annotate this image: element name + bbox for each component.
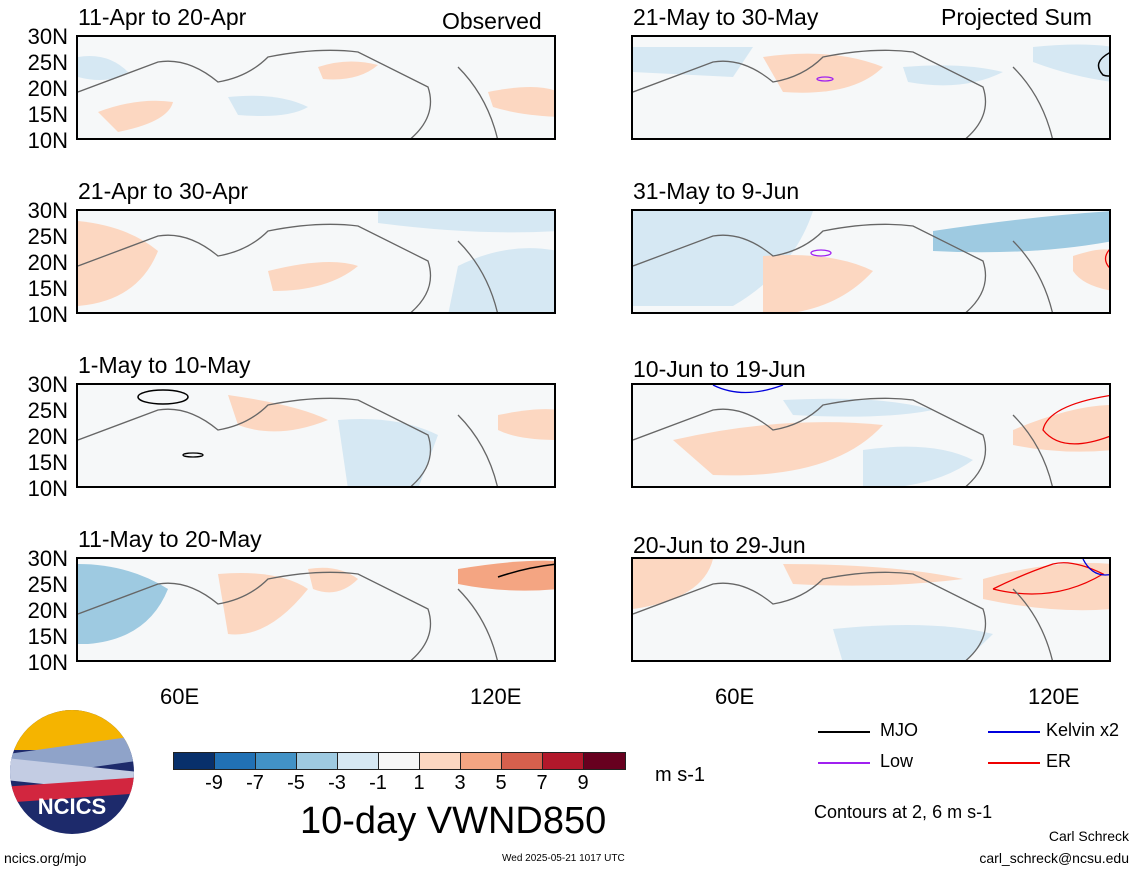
lat-tick: 30N [27,198,68,223]
projected-sum-tag: Projected Sum [941,4,1092,30]
map-panel-4 [76,557,556,662]
footer-url: ncics.org/mjo [4,850,87,866]
map-panel-2 [76,209,556,314]
colorbar-tick: 7 [536,772,548,794]
legend-low-line [818,762,870,764]
colorbar-tick: -5 [287,772,305,794]
colorbar-tick: 9 [577,772,589,794]
panel-title-2: 21-Apr to 30-Apr [78,178,249,204]
colorbar-swatch [214,752,256,770]
colorbar-tick: 3 [454,772,466,794]
map-panel-6 [631,209,1111,314]
colorbar-swatch [378,752,420,770]
legend-kelvin-label: Kelvin x2 [1046,720,1120,740]
colorbar-tick: -1 [369,772,387,794]
colorbar-tick: 5 [495,772,507,794]
map-panel-3 [76,383,556,488]
footer-author: Carl Schreck [1048,828,1129,844]
lat-tick: 10N [27,128,68,153]
panel-title-7: 10-Jun to 19-Jun [633,356,806,382]
colorbar-swatch [542,752,584,770]
lat-tick: 10N [27,650,68,675]
legend-low-label: Low [880,751,914,771]
lat-tick: 30N [27,24,68,49]
colorbar-swatch [583,752,626,770]
colorbar-swatch [501,752,543,770]
lat-tick: 30N [27,546,68,571]
lat-tick: 15N [27,624,68,649]
lat-tick: 30N [27,372,68,397]
panel-title-4: 11-May to 20-May [78,526,262,552]
footer-email: carl_schreck@ncsu.edu [979,850,1129,866]
colorbar-swatch [419,752,461,770]
map-panel-1 [76,35,556,140]
ncics-logo-text: NCICS [37,794,107,819]
lat-tick: 25N [27,50,68,75]
lon-tick: 120E [1028,684,1080,709]
lon-tick: 60E [160,684,200,709]
lat-tick: 15N [27,102,68,127]
panel-title-8: 20-Jun to 29-Jun [633,532,806,558]
colorbar-swatch [173,752,215,770]
lat-tick: 25N [27,572,68,597]
legend-mjo-label: MJO [880,720,918,740]
map-panel-8 [631,557,1111,662]
panel-title-1: 11-Apr to 20-Apr [78,4,247,30]
lat-tick: 25N [27,398,68,423]
legend-er-label: ER [1046,751,1072,771]
colorbar-swatch [255,752,297,770]
legend-mjo-line [818,731,870,733]
ncics-logo: NCICS [10,710,134,834]
chart-title: 10-day VWND850 [300,800,607,842]
colorbar-tick: -3 [328,772,346,794]
colorbar-tick: -9 [205,772,223,794]
lat-tick: 10N [27,302,68,327]
observed-tag: Observed [442,8,542,34]
lon-tick: 120E [470,684,522,709]
lat-tick: 20N [27,76,68,101]
legend-kelvin-line [988,731,1040,733]
lat-tick: 20N [27,250,68,275]
lat-tick: 10N [27,476,68,501]
footer-timestamp: Wed 2025-05-21 1017 UTC [502,853,625,864]
legend-er-line [988,762,1040,764]
lat-tick: 20N [27,598,68,623]
lat-tick: 25N [27,224,68,249]
panel-title-3: 1-May to 10-May [78,352,251,378]
lat-tick: 20N [27,424,68,449]
colorbar-units: m s-1 [655,764,705,786]
colorbar-swatch [337,752,379,770]
lon-tick: 60E [715,684,755,709]
panel-title-5: 21-May to 30-May [633,4,819,30]
map-panel-7 [631,383,1111,488]
contour-note: Contours at 2, 6 m s-1 [814,802,993,822]
colorbar-tick: -7 [246,772,264,794]
colorbar-tick: 1 [413,772,425,794]
map-panel-5 [631,35,1111,140]
colorbar-swatch [296,752,338,770]
colorbar-swatch [460,752,502,770]
panel-title-6: 31-May to 9-Jun [633,178,800,204]
lat-tick: 15N [27,276,68,301]
lat-tick: 15N [27,450,68,475]
